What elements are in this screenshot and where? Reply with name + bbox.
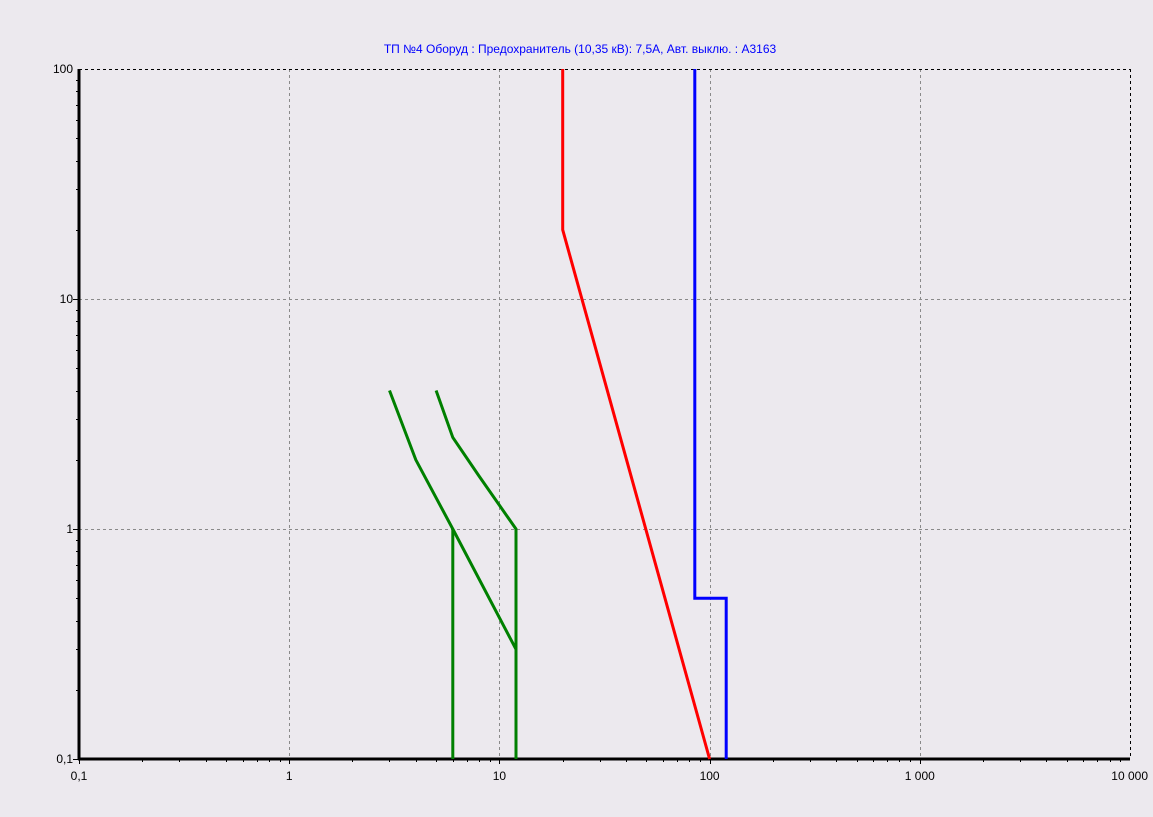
tick-labels: 0,1 1 10 100 1 000 10 000 0,1 1 10 100 bbox=[53, 62, 1148, 783]
y-tick-label: 0,1 bbox=[56, 752, 73, 766]
series-layer bbox=[388, 69, 728, 760]
series-line-4 bbox=[561, 69, 712, 760]
x-tick-label: 1 bbox=[286, 769, 293, 783]
y-tick-label: 1 bbox=[66, 522, 73, 536]
axis-layer bbox=[73, 69, 1131, 764]
y-tick-label: 100 bbox=[53, 62, 73, 76]
series-line-5 bbox=[693, 69, 728, 759]
x-tick-label: 100 bbox=[700, 769, 720, 783]
series-line-2 bbox=[434, 389, 518, 759]
x-tick-label: 10 000 bbox=[1111, 769, 1148, 783]
grid-layer bbox=[79, 69, 1131, 760]
y-tick-label: 10 bbox=[60, 292, 74, 306]
x-tick-label: 1 000 bbox=[905, 769, 935, 783]
x-tick-label: 0,1 bbox=[71, 769, 88, 783]
chart-title: ТП №4 Оборуд : Предохранитель (10,35 кВ)… bbox=[384, 42, 777, 56]
x-tick-label: 10 bbox=[493, 769, 507, 783]
